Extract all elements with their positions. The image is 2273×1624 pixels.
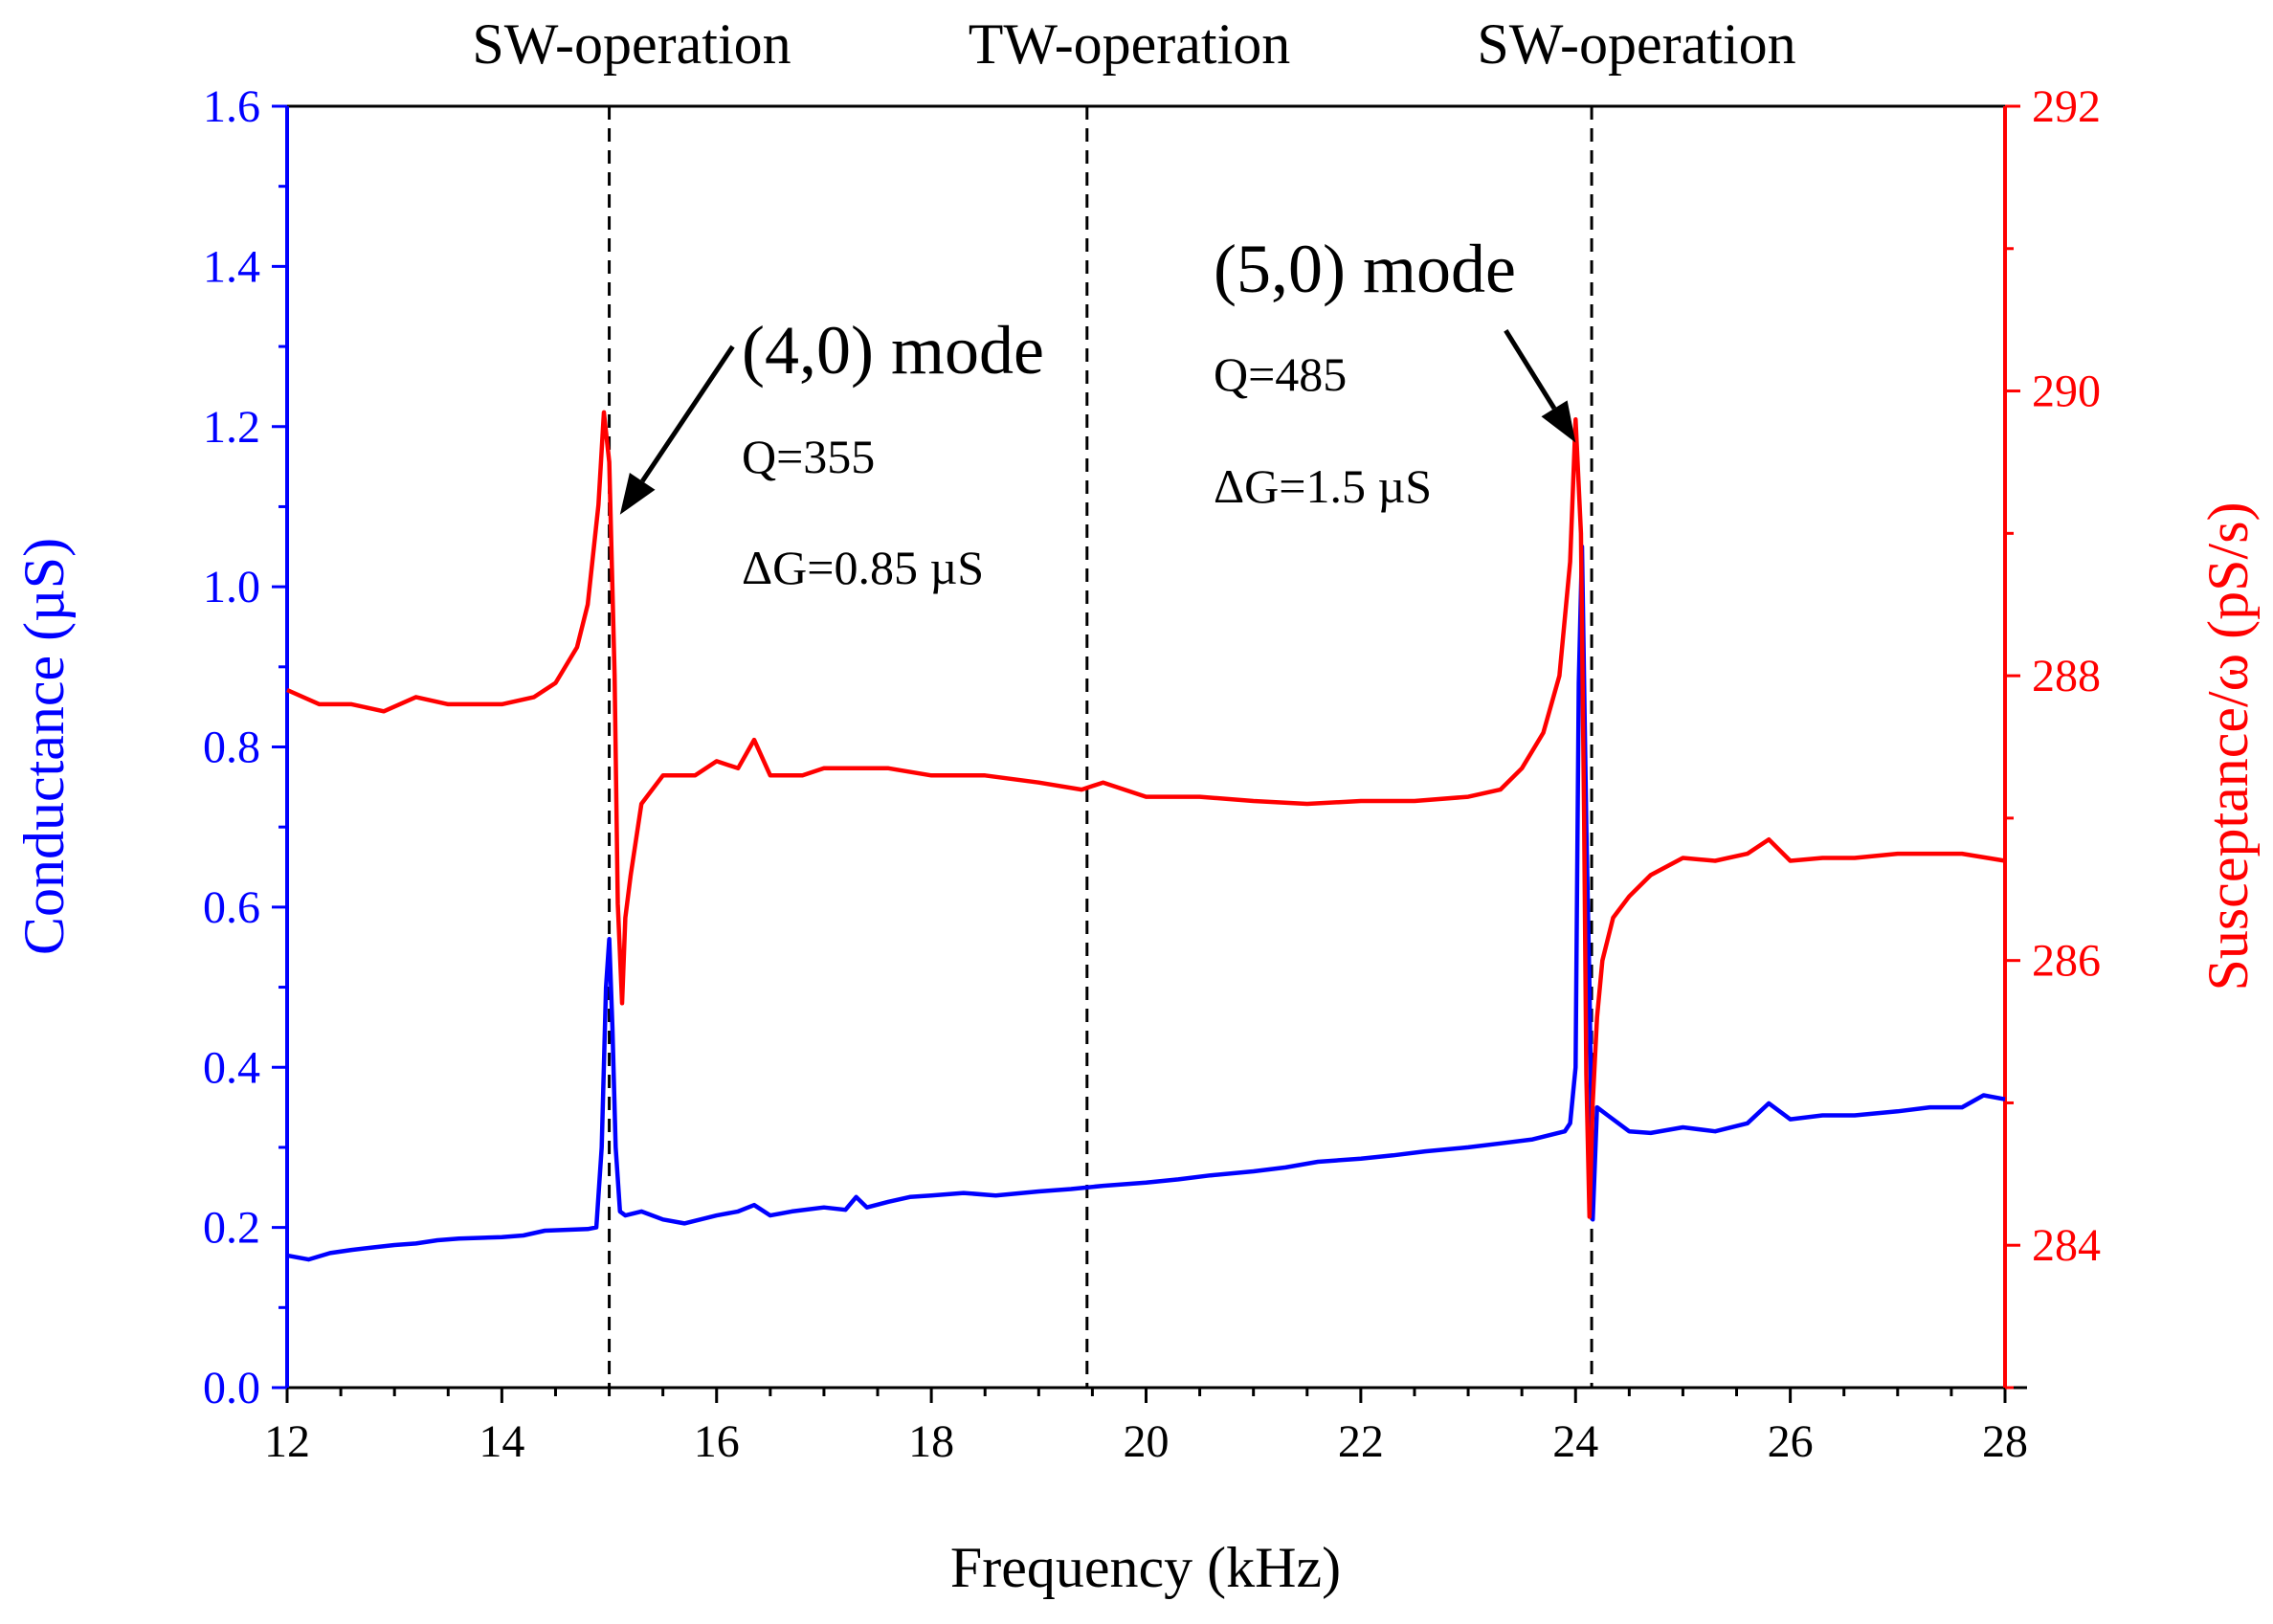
y-left-tick-label: 1.0 (203, 562, 260, 612)
y-left-tick-label: 1.2 (203, 402, 260, 453)
y-left-tick-label: 1.4 (203, 241, 260, 292)
x-tick-label: 14 (479, 1416, 524, 1467)
annotation-mode50-title: (5,0) mode (1214, 231, 1516, 307)
series-line-susceptance (286, 410, 2006, 1219)
x-tick-label: 28 (1982, 1416, 2028, 1467)
annotation-arrow-head (619, 473, 656, 515)
annotation-mode50: (5,0) mode Q=485 ΔG=1.5 µS (1214, 231, 1516, 513)
annotation-arrow-head (1541, 400, 1576, 443)
y-right-tick-label: 288 (2032, 651, 2101, 701)
annotation-mode50-dg: ΔG=1.5 µS (1214, 459, 1432, 513)
y-left-tick-label: 0.6 (203, 882, 260, 933)
y-right-tick-label: 284 (2032, 1220, 2101, 1271)
plot-frame (285, 104, 2027, 1390)
left-y-axis-title: Conductance (µS) (12, 538, 76, 955)
region-labels: SW-operation TW-operation SW-operation (472, 12, 1795, 76)
x-tick-label: 26 (1768, 1416, 1814, 1467)
annotation-mode40-q: Q=355 (742, 430, 875, 483)
y-left-tick-label: 0.8 (203, 723, 260, 773)
x-tick-label: 24 (1552, 1416, 1598, 1467)
annotation-mode50-q: Q=485 (1214, 347, 1347, 401)
x-tick-label: 22 (1338, 1416, 1384, 1467)
series-line-conductance (286, 545, 2006, 1262)
y-left-tick-label: 0.2 (203, 1203, 260, 1254)
x-axis-title: Frequency (kHz) (950, 1536, 1341, 1599)
y-right-tick-label: 290 (2032, 367, 2101, 417)
y-left-tick-label: 0.0 (203, 1363, 260, 1413)
annotation-arrows (619, 329, 1576, 515)
y-left-tick-label: 0.4 (203, 1042, 260, 1093)
y-right-tick-label: 286 (2032, 936, 2101, 987)
y-left-tick-label: 1.6 (203, 81, 260, 132)
region-label-sw-left: SW-operation (472, 12, 791, 76)
x-tick-label: 18 (908, 1416, 954, 1467)
x-tick-label: 20 (1124, 1416, 1170, 1467)
tick-marks (272, 104, 2020, 1403)
annotation-mode40: (4,0) mode Q=355 ΔG=0.85 µS (742, 312, 1044, 594)
region-label-sw-right: SW-operation (1477, 12, 1795, 76)
series-lines (286, 410, 2006, 1262)
region-label-tw: TW-operation (969, 12, 1291, 76)
annotation-mode40-title: (4,0) mode (742, 312, 1044, 389)
y-right-tick-label: 292 (2032, 81, 2101, 132)
right-y-axis-title: Susceptance/ω (pS/s) (2196, 501, 2260, 990)
tick-labels: 12 14 16 18 20 22 24 26 28 0.0 0.2 0.4 0.6 0.8 1.0 1.2 1… (203, 81, 2101, 1467)
x-tick-label: 12 (264, 1416, 310, 1467)
annotation-mode40-dg: ΔG=0.85 µS (742, 541, 984, 594)
annotation-arrow-line (1504, 329, 1557, 411)
x-tick-label: 16 (694, 1416, 740, 1467)
annotation-arrow-line (640, 345, 735, 483)
